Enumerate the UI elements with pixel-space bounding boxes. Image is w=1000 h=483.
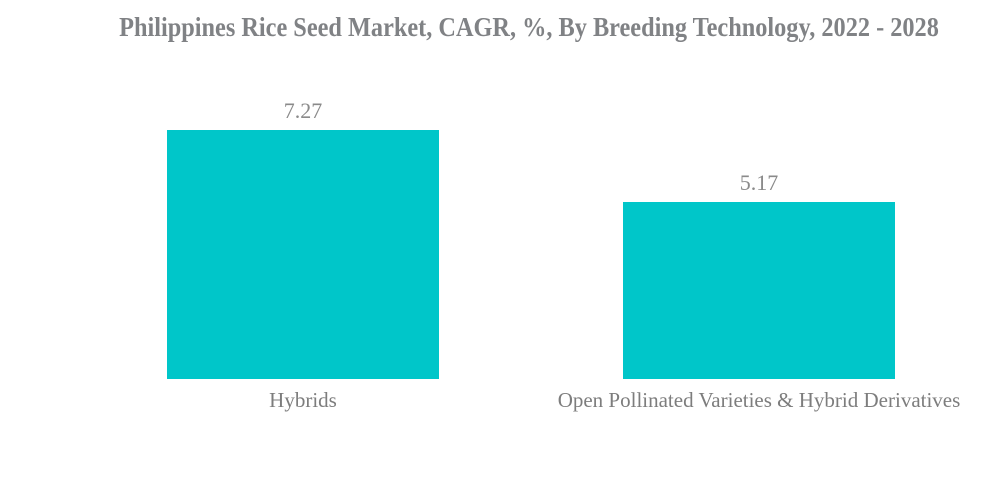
category-label-open-pollinated: Open Pollinated Varieties & Hybrid Deriv… xyxy=(557,388,961,412)
bar-hybrids xyxy=(167,130,439,379)
category-label-hybrids: Hybrids xyxy=(269,388,337,412)
bar-group-open-pollinated: 5.17 Open Pollinated Varieties & Hybrid … xyxy=(558,170,961,412)
chart-title: Philippines Rice Seed Market, CAGR, %, B… xyxy=(119,12,939,42)
value-label-hybrids: 7.27 xyxy=(283,98,323,123)
bar-group-hybrids: 7.27 Hybrids xyxy=(167,98,439,412)
bar-open-pollinated xyxy=(623,201,895,379)
value-label-open-pollinated: 5.17 xyxy=(739,169,779,195)
